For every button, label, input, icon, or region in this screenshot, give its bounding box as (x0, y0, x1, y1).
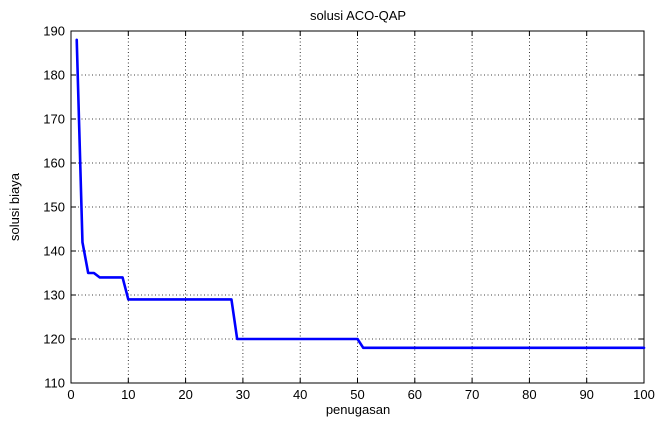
x-tick-label: 90 (579, 387, 593, 402)
y-tick-label: 150 (43, 200, 65, 215)
y-tick-label: 160 (43, 156, 65, 171)
grid (71, 31, 644, 383)
y-tick-label: 110 (44, 376, 65, 391)
x-tick-labels: 0 10 20 30 40 50 60 70 80 90 100 (67, 387, 654, 402)
x-tick-label: 0 (67, 387, 74, 402)
x-tick-label: 50 (350, 387, 364, 402)
x-tick-label: 100 (633, 387, 655, 402)
x-tick-label: 80 (522, 387, 536, 402)
y-tick-label: 120 (43, 332, 65, 347)
chart-title: solusi ACO-QAP (310, 8, 406, 23)
x-tick-label: 60 (408, 387, 422, 402)
y-tick-label: 170 (43, 112, 65, 127)
x-tick-label: 10 (121, 387, 135, 402)
y-tick-labels: 110 120 130 140 150 160 170 180 190 (43, 24, 65, 391)
x-tick-label: 30 (236, 387, 250, 402)
x-tick-label: 70 (465, 387, 479, 402)
y-axis-label: solusi biaya (7, 172, 22, 241)
y-tick-label: 130 (43, 288, 65, 303)
series-line (75, 38, 646, 350)
y-tick-label: 190 (43, 24, 65, 39)
x-tick-label: 40 (293, 387, 307, 402)
x-axis-label: penugasan (326, 402, 390, 417)
y-tick-label: 180 (43, 68, 65, 83)
ticks (70, 30, 645, 384)
x-tick-label: 20 (178, 387, 192, 402)
y-tick-label: 140 (43, 244, 65, 259)
